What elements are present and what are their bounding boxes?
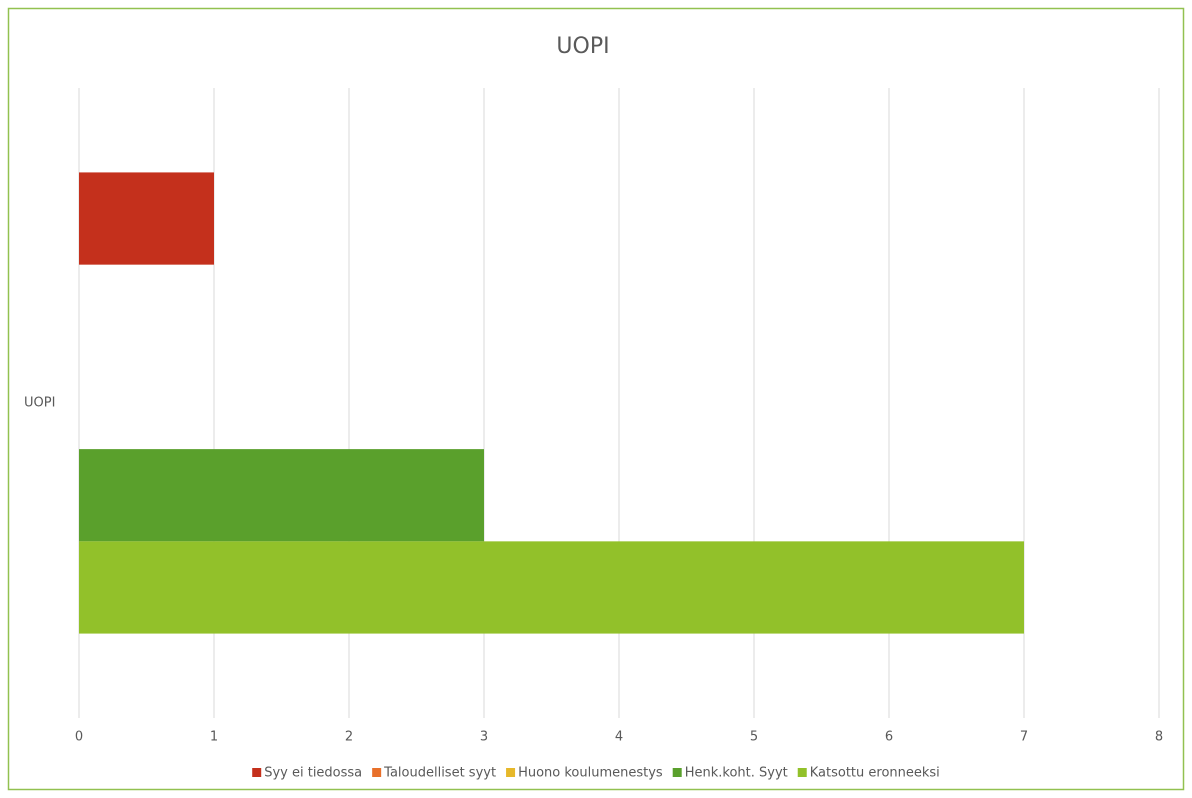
x-tick-label: 6: [885, 730, 893, 745]
x-tick-label: 4: [615, 730, 623, 745]
x-tick-label: 7: [1020, 730, 1028, 745]
bar: [79, 541, 1024, 634]
bar: [79, 172, 214, 265]
legend-label: Taloudelliset syyt: [383, 766, 496, 781]
legend-label: Katsottu eronneeksi: [810, 766, 940, 781]
legend-swatch: [797, 768, 807, 777]
chart-border: [7, 7, 1185, 791]
x-tick-label: 8: [1155, 730, 1163, 745]
x-tick-label: 2: [345, 730, 353, 745]
legend-label: Henk.koht. Syyt: [685, 766, 788, 781]
x-tick-label: 5: [750, 730, 758, 745]
y-tick-label: UOPI: [24, 396, 55, 411]
bar: [79, 449, 484, 542]
x-tick-label: 1: [210, 730, 218, 745]
legend-swatch: [252, 768, 262, 777]
legend-swatch: [506, 768, 516, 777]
x-tick-label: 3: [480, 730, 488, 745]
legend-label: Syy ei tiedossa: [264, 766, 362, 781]
x-tick-label: 0: [75, 730, 83, 745]
legend-swatch: [672, 768, 682, 777]
legend-swatch: [372, 768, 382, 777]
legend-label: Huono koulumenestys: [518, 766, 663, 781]
chart-title: UOPI: [556, 34, 609, 59]
